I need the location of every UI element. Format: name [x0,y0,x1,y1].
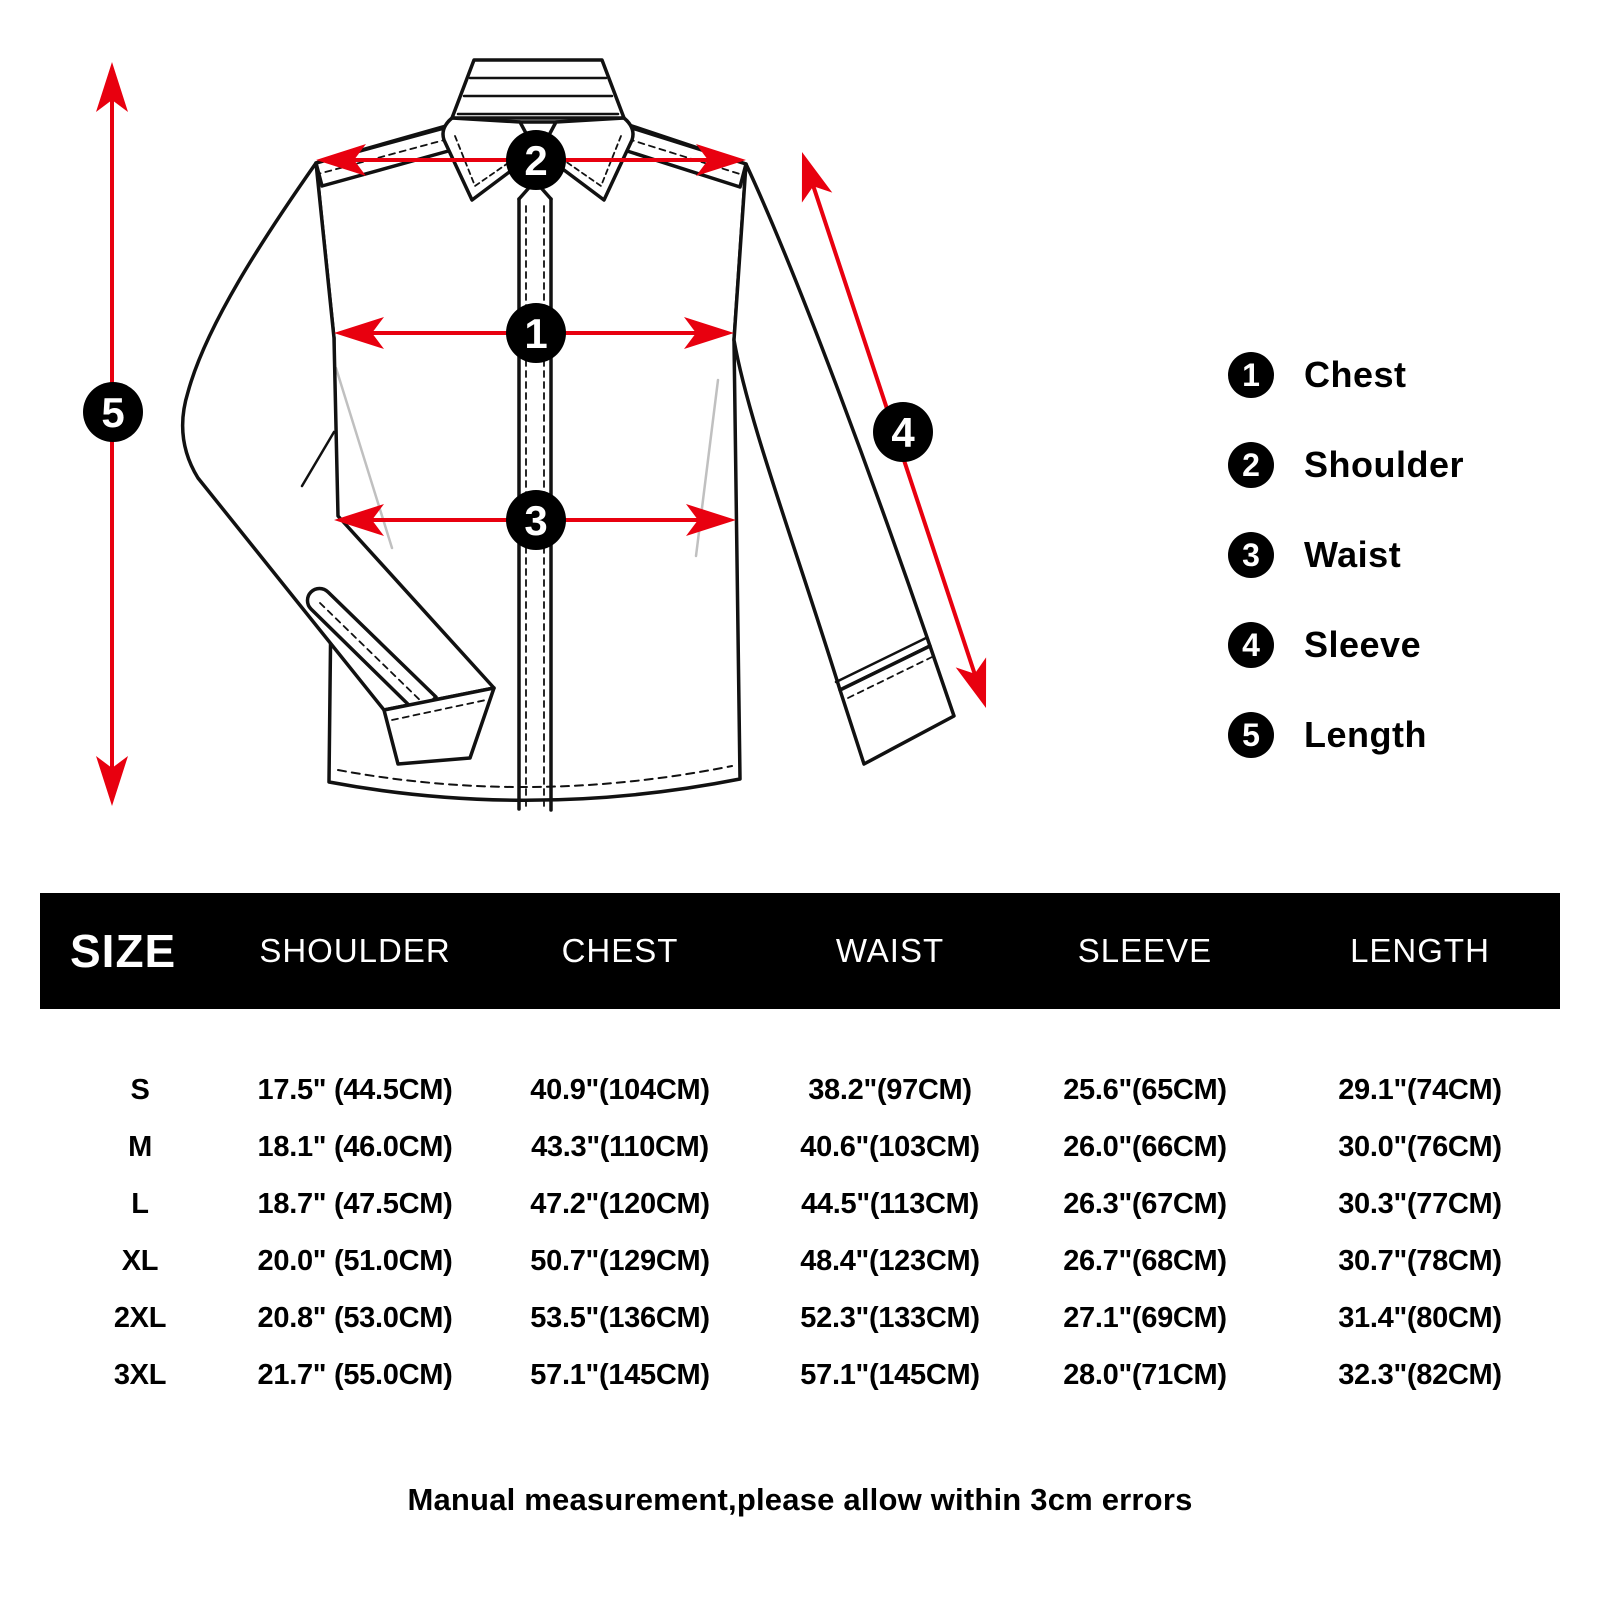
sleeve-value: 28.0"(71CM) [1063,1359,1227,1391]
shoulder-value: 18.7" (47.5CM) [257,1188,453,1220]
elbow-fold-line [300,430,336,488]
chest-value: 53.5"(136CM) [530,1302,710,1334]
badge-sleeve: 4 [873,402,933,462]
table-row-xl: XL 20.0" (51.0CM) 50.7"(129CM) 48.4"(123… [40,1233,1560,1290]
legend-badge-5: 5 [1228,712,1274,758]
table-row-m: M 18.1" (46.0CM) 43.3"(110CM) 40.6"(103C… [40,1119,1560,1176]
chest-value: 43.3"(110CM) [531,1131,709,1163]
chest-value: 50.7"(129CM) [530,1245,710,1277]
hem-stitch [337,765,733,789]
length-value: 32.3"(82CM) [1338,1359,1502,1391]
table-row-l: L 18.7" (47.5CM) 47.2"(120CM) 44.5"(113C… [40,1176,1560,1233]
badge-chest: 1 [506,303,566,363]
chest-value: 40.9"(104CM) [530,1074,710,1106]
badge-length-number: 5 [101,389,124,436]
right-cuff [838,644,956,766]
legend-badge-2: 2 [1228,442,1274,488]
header-chest: CHEST [561,932,679,969]
sleeve-value: 25.6"(65CM) [1063,1074,1227,1106]
shoulder-value: 17.5" (44.5CM) [257,1074,453,1106]
length-value: 30.3"(77CM) [1338,1188,1502,1220]
measurement-legend: 1 Chest 2 Shoulder 3 Waist 4 Sleeve 5 Le… [1228,352,1464,758]
badge-shoulder-number: 2 [524,137,547,184]
length-value: 30.0"(76CM) [1338,1131,1502,1163]
legend-badge-4: 4 [1228,622,1274,668]
chest-value: 57.1"(145CM) [530,1359,710,1391]
right-cuff-stitch [847,655,935,699]
badge-sleeve-number: 4 [891,409,915,456]
legend-badge-1: 1 [1228,352,1274,398]
length-value: 29.1"(74CM) [1338,1074,1502,1106]
sleeve-value: 26.0"(66CM) [1063,1131,1227,1163]
header-shoulder: SHOULDER [259,932,451,969]
header-waist: WAIST [835,932,945,969]
size-table-body: S 17.5" (44.5CM) 40.9"(104CM) 38.2"(97CM… [40,1062,1560,1404]
size-label: 2XL [113,1302,167,1334]
chest-value: 47.2"(120CM) [530,1188,710,1220]
legend-item-length: 5 Length [1228,712,1464,758]
legend-item-chest: 1 Chest [1228,352,1464,398]
badge-chest-number: 1 [524,310,547,357]
waist-value: 57.1"(145CM) [800,1359,980,1391]
diagram-badges: 1 2 3 4 5 [83,130,933,550]
table-row-2xl: 2XL 20.8" (53.0CM) 53.5"(136CM) 52.3"(13… [40,1290,1560,1347]
size-label: S [130,1074,150,1106]
size-label: 3XL [113,1359,167,1391]
header-size: SIZE [70,925,177,977]
measurement-disclaimer: Manual measurement,please allow within 3… [407,1482,1193,1517]
header-length: LENGTH [1350,932,1490,969]
legend-item-shoulder: 2 Shoulder [1228,442,1464,488]
shoulder-value: 21.7" (55.0CM) [257,1359,453,1391]
badge-waist-number: 3 [524,497,547,544]
legend-label-sleeve: Sleeve [1304,624,1422,665]
legend-label-length: Length [1304,714,1427,755]
shoulder-value: 20.0" (51.0CM) [257,1245,453,1277]
size-table-header: SIZE SHOULDER CHEST WAIST SLEEVE LENGTH [40,893,1560,1009]
badge-waist: 3 [506,490,566,550]
legend-badge-3: 3 [1228,532,1274,578]
right-cuff-attach-line [834,636,928,684]
header-sleeve: SLEEVE [1077,932,1213,969]
length-value: 30.7"(78CM) [1338,1245,1502,1277]
sleeve-value: 26.7"(68CM) [1063,1245,1227,1277]
table-row-s: S 17.5" (44.5CM) 40.9"(104CM) 38.2"(97CM… [40,1062,1560,1119]
sleeve-value: 27.1"(69CM) [1063,1302,1227,1334]
length-value: 31.4"(80CM) [1338,1302,1502,1334]
legend-label-chest: Chest [1304,354,1407,395]
size-label: L [131,1188,149,1220]
shoulder-value: 18.1" (46.0CM) [257,1131,453,1163]
left-sleeve [180,161,496,712]
legend-label-shoulder: Shoulder [1304,444,1465,485]
shirt-measurement-diagram: 1 2 3 4 5 [83,58,987,812]
badge-length: 5 [83,382,143,442]
left-sleeve-placket-stitch [319,602,427,707]
badge-shoulder: 2 [506,130,566,190]
shoulder-value: 20.8" (53.0CM) [257,1302,453,1334]
sleeve-value: 26.3"(67CM) [1063,1188,1227,1220]
waist-value: 52.3"(133CM) [800,1302,980,1334]
size-label: XL [121,1245,159,1277]
left-cuff [382,686,496,766]
legend-item-waist: 3 Waist [1228,532,1464,578]
waist-value: 44.5"(113CM) [801,1188,979,1220]
left-cuff-stitch [391,699,487,721]
legend-label-waist: Waist [1304,534,1402,575]
legend-item-sleeve: 4 Sleeve [1228,622,1464,668]
table-row-3xl: 3XL 21.7" (55.0CM) 57.1"(145CM) 57.1"(14… [40,1347,1560,1404]
waist-value: 38.2"(97CM) [808,1074,972,1106]
waist-value: 48.4"(123CM) [800,1245,980,1277]
size-label: M [128,1131,152,1163]
waist-value: 40.6"(103CM) [800,1131,980,1163]
